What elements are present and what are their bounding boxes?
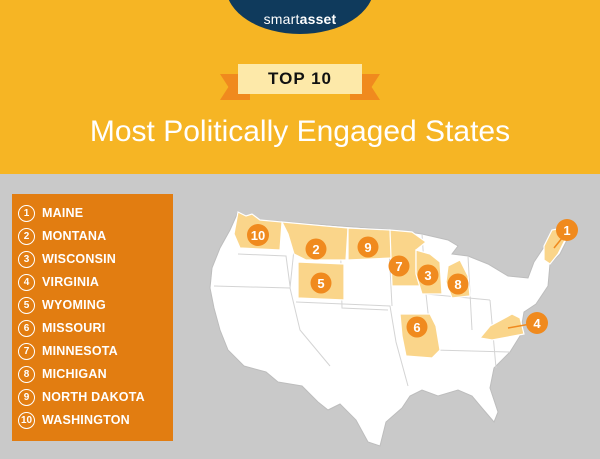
- list-item: 2 MONTANA: [18, 225, 170, 247]
- rank-badge: 7: [18, 342, 35, 360]
- svg-text:4: 4: [533, 316, 541, 331]
- state-shape-virginia: [478, 313, 525, 341]
- ranking-list: 1 MAINE 2 MONTANA 3 WISCONSIN 4 VIRGINIA…: [12, 194, 173, 441]
- state-name: NORTH DAKOTA: [42, 390, 145, 404]
- svg-text:5: 5: [317, 276, 324, 291]
- header-banner: smartasset TOP 10 Most Politically Engag…: [0, 0, 600, 174]
- state-name: MAINE: [42, 206, 84, 220]
- ribbon-label: TOP 10: [238, 64, 362, 94]
- marker-missouri[interactable]: 6: [406, 316, 428, 338]
- rank-badge: 6: [18, 319, 35, 337]
- rank-badge: 1: [18, 204, 35, 222]
- svg-text:1: 1: [563, 223, 570, 238]
- marker-north-dakota[interactable]: 9: [357, 236, 379, 258]
- marker-wyoming[interactable]: 5: [310, 272, 332, 294]
- smartasset-logo[interactable]: smartasset: [0, 11, 600, 27]
- rank-badge: 2: [18, 227, 35, 245]
- state-name: WASHINGTON: [42, 413, 130, 427]
- rank-badge: 8: [18, 365, 35, 383]
- page-title: Most Politically Engaged States: [89, 115, 511, 148]
- state-name: VIRGINIA: [42, 275, 100, 289]
- rank-badge: 3: [18, 250, 35, 268]
- rank-badge: 9: [18, 388, 35, 406]
- state-name: MICHIGAN: [42, 367, 107, 381]
- us-map: 1 2 3 4 5 6 7 8 9 10: [209, 211, 578, 447]
- list-item: 8 MICHIGAN: [18, 363, 170, 385]
- svg-text:2: 2: [312, 242, 319, 257]
- marker-michigan[interactable]: 8: [447, 273, 469, 295]
- list-item: 9 NORTH DAKOTA: [18, 386, 170, 408]
- rank-badge: 5: [18, 296, 35, 314]
- marker-minnesota[interactable]: 7: [388, 255, 410, 277]
- logo-part-asset: asset: [299, 11, 337, 27]
- marker-washington[interactable]: 10: [247, 224, 269, 246]
- marker-maine[interactable]: 1: [556, 219, 578, 241]
- list-item: 1 MAINE: [18, 202, 170, 224]
- list-item: 10 WASHINGTON: [18, 409, 170, 431]
- svg-text:3: 3: [424, 268, 431, 283]
- state-name: MINNESOTA: [42, 344, 118, 358]
- state-name: WISCONSIN: [42, 252, 117, 266]
- top-10-ribbon: TOP 10: [220, 60, 380, 100]
- marker-virginia[interactable]: 4: [526, 312, 548, 334]
- list-item: 3 WISCONSIN: [18, 248, 170, 270]
- state-name: MONTANA: [42, 229, 107, 243]
- marker-wisconsin[interactable]: 3: [417, 264, 439, 286]
- rank-badge: 10: [18, 411, 35, 429]
- svg-text:7: 7: [395, 259, 402, 274]
- svg-text:9: 9: [364, 240, 371, 255]
- list-item: 7 MINNESOTA: [18, 340, 170, 362]
- marker-montana[interactable]: 2: [305, 238, 327, 260]
- logo-part-smart: smart: [263, 11, 300, 27]
- svg-text:10: 10: [251, 228, 265, 243]
- svg-text:6: 6: [413, 320, 420, 335]
- state-name: MISSOURI: [42, 321, 106, 335]
- list-item: 5 WYOMING: [18, 294, 170, 316]
- svg-text:8: 8: [454, 277, 461, 292]
- list-item: 4 VIRGINIA: [18, 271, 170, 293]
- state-name: WYOMING: [42, 298, 106, 312]
- rank-badge: 4: [18, 273, 35, 291]
- list-item: 6 MISSOURI: [18, 317, 170, 339]
